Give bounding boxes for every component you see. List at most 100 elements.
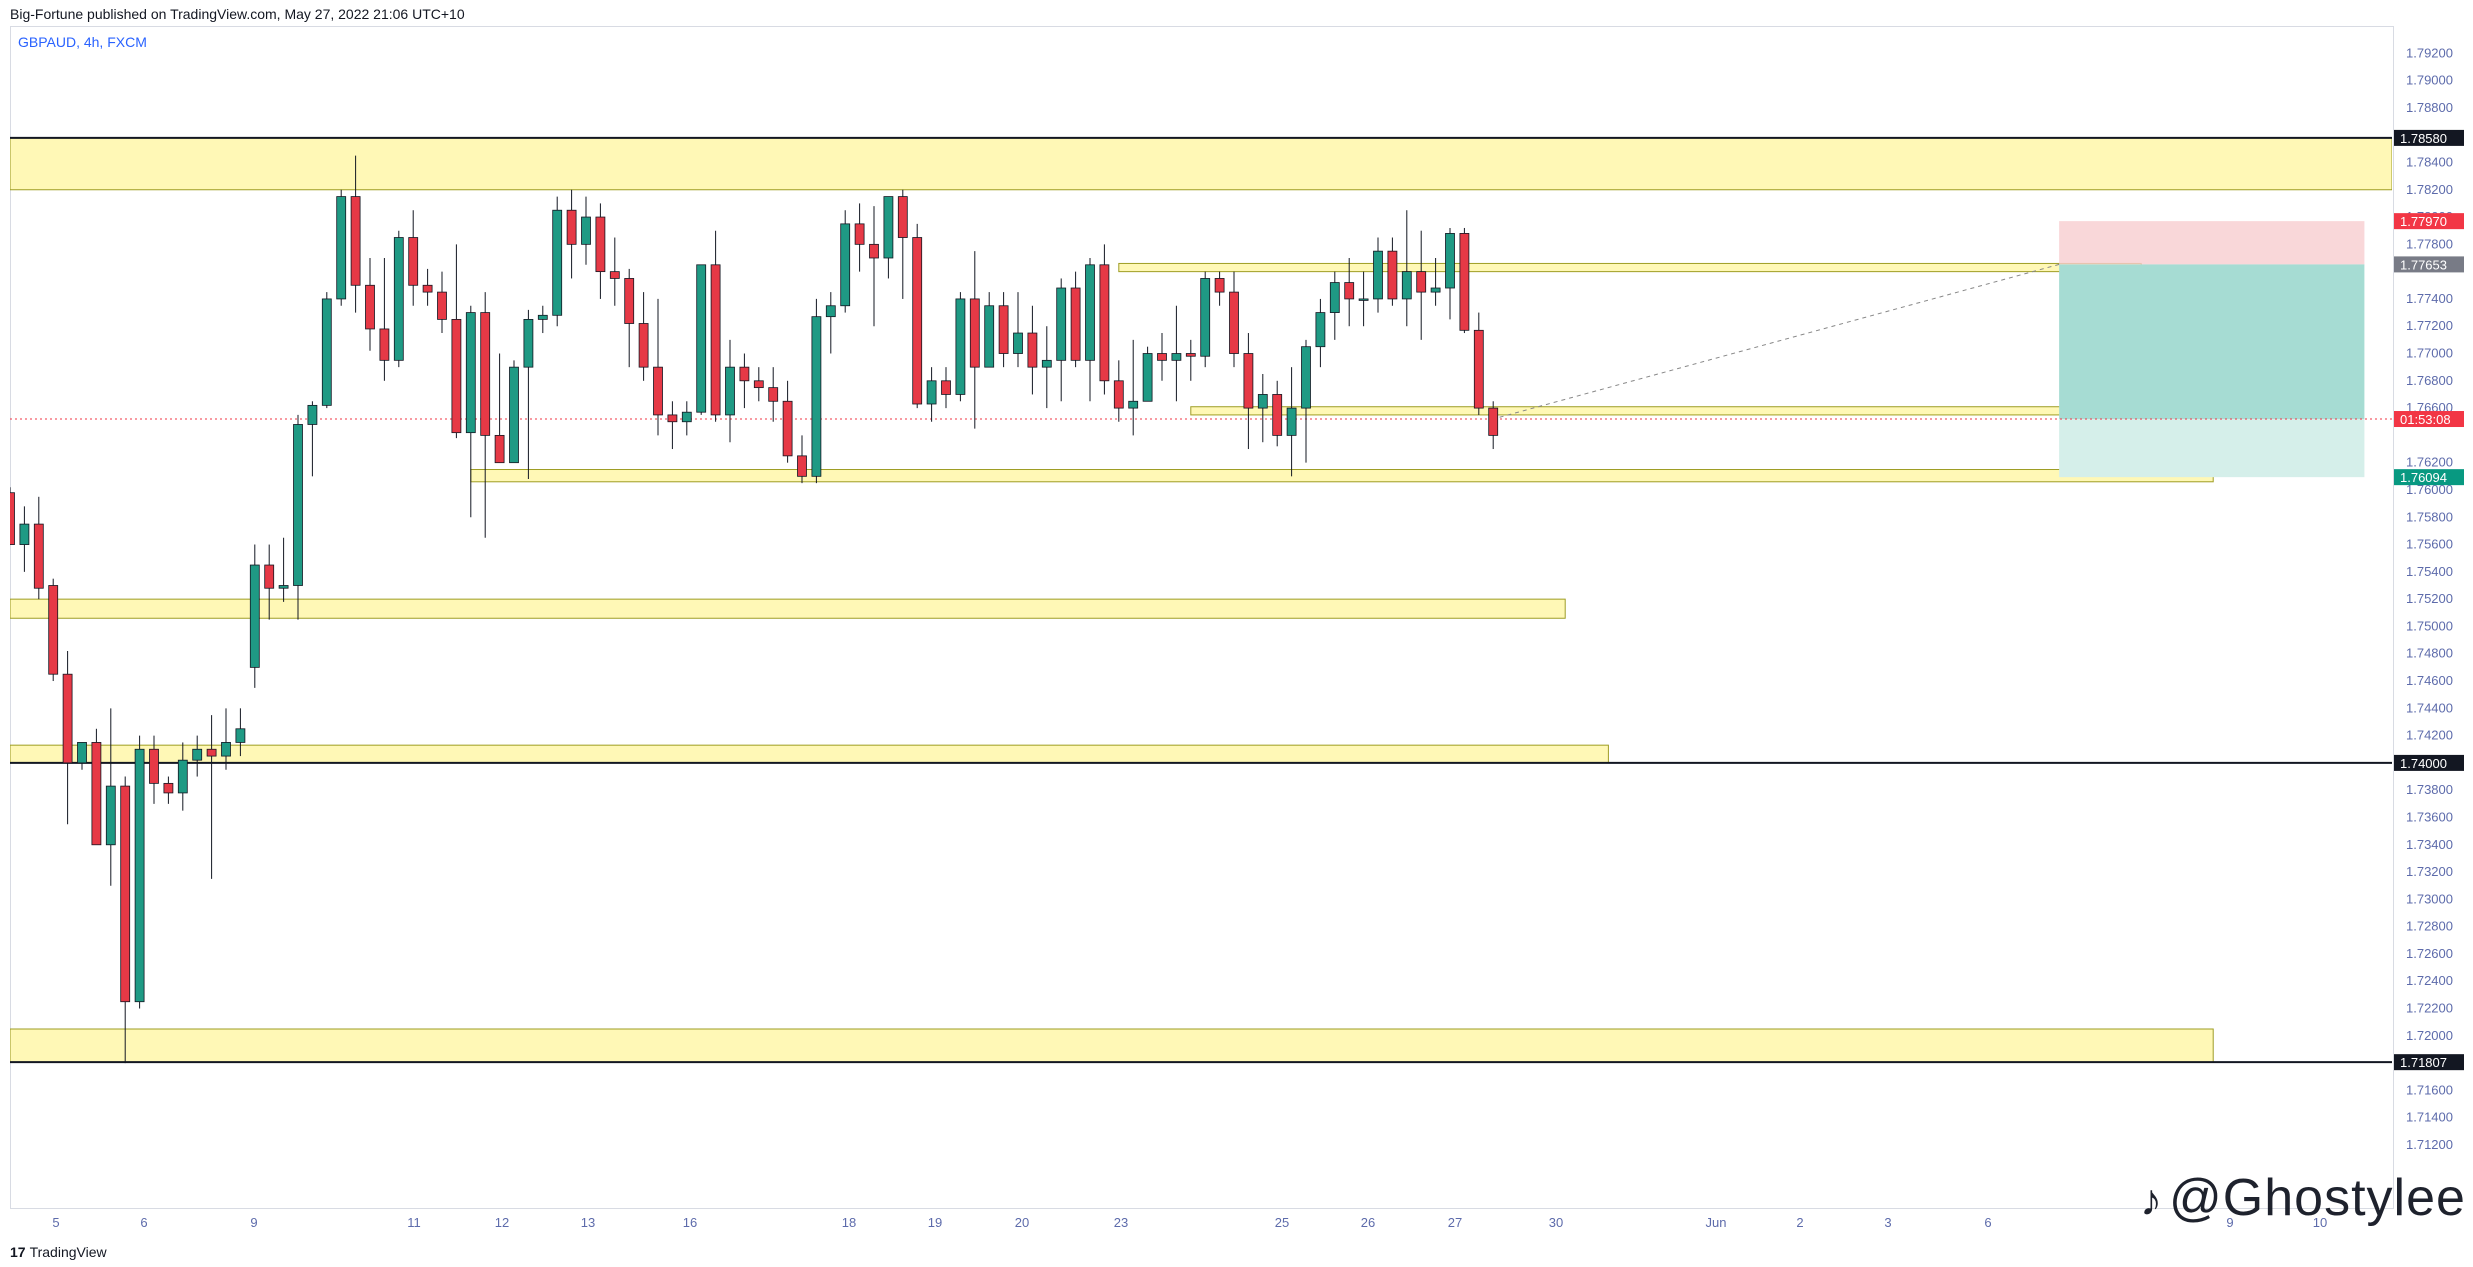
bear-candle	[91, 742, 102, 846]
stop-loss-zone	[2059, 221, 2365, 265]
tiktok-icon: ♪	[2140, 1176, 2163, 1225]
bear-candle	[48, 585, 59, 675]
bear-candle	[1344, 282, 1355, 300]
symbol-legend[interactable]: GBPAUD, 4h, FXCM	[18, 34, 147, 50]
price-label-text: 01:53:08	[2400, 412, 2451, 427]
bear-candle	[609, 271, 620, 279]
y-tick-label: 1.74200	[2406, 728, 2453, 743]
x-tick-label: 23	[1114, 1215, 1128, 1230]
bear-candle	[782, 400, 793, 457]
bull-candle	[696, 264, 707, 413]
bull-candle	[811, 316, 822, 477]
y-tick-label: 1.72600	[2406, 946, 2453, 961]
bull-candle	[465, 312, 476, 434]
bull-candle	[278, 585, 289, 589]
bear-candle	[1214, 278, 1225, 293]
y-tick-label: 1.76000	[2406, 482, 2453, 497]
x-tick-label: 18	[842, 1215, 856, 1230]
y-tick-label: 1.71200	[2406, 1137, 2453, 1152]
tradingview-footer[interactable]: 17 TradingView	[10, 1244, 107, 1260]
bull-candle	[1128, 400, 1139, 409]
y-tick-label: 1.78200	[2406, 182, 2453, 197]
sr-zone	[10, 598, 1566, 619]
bull-candle	[393, 237, 404, 361]
y-tick-label: 1.73800	[2406, 782, 2453, 797]
bull-candle	[192, 748, 203, 761]
price-label-text: 1.71807	[2400, 1055, 2447, 1070]
y-tick-label: 1.73200	[2406, 864, 2453, 879]
bull-candle	[1329, 282, 1340, 313]
bear-candle	[10, 492, 15, 545]
x-tick-label: 9	[250, 1215, 257, 1230]
x-tick-label: 6	[1984, 1215, 1991, 1230]
price-label-text: 1.77970	[2400, 214, 2447, 229]
sr-zone	[1118, 262, 2142, 273]
bear-candle	[854, 223, 865, 245]
bull-candle	[509, 366, 519, 464]
bull-candle	[926, 380, 937, 405]
bull-candle	[293, 424, 303, 586]
y-tick-label: 1.77800	[2406, 236, 2453, 251]
x-tick-label: 26	[1361, 1215, 1375, 1230]
sr-zone	[10, 1028, 2214, 1063]
bull-candle	[1301, 346, 1311, 409]
y-tick-label: 1.75600	[2406, 537, 2453, 552]
bear-candle	[408, 237, 419, 286]
bear-candle	[869, 243, 879, 259]
bull-candle	[1142, 353, 1153, 402]
bear-candle	[969, 298, 980, 368]
price-label-text: 1.77653	[2400, 257, 2447, 272]
y-tick-label: 1.75800	[2406, 509, 2453, 524]
bull-candle	[1401, 271, 1412, 300]
y-tick-label: 1.72000	[2406, 1028, 2453, 1043]
bear-candle	[1243, 353, 1254, 409]
bear-candle	[1099, 264, 1110, 382]
tradingview-logo-icon: 17	[10, 1244, 26, 1260]
bull-candle	[77, 742, 87, 764]
bull-candle	[177, 759, 188, 794]
bear-candle	[797, 455, 807, 477]
bear-candle	[422, 284, 433, 293]
x-tick-label: 19	[928, 1215, 942, 1230]
bear-candle	[1459, 233, 1470, 331]
bear-candle	[1229, 291, 1239, 354]
bear-candle	[33, 523, 44, 589]
bear-candle	[1473, 329, 1484, 409]
bull-candle	[336, 196, 347, 300]
price-label-box	[2394, 754, 2464, 771]
y-tick-label: 1.72800	[2406, 919, 2453, 934]
bear-candle	[941, 380, 951, 395]
y-tick-label: 1.78800	[2406, 100, 2453, 115]
bull-candle	[1041, 359, 1052, 368]
bear-candle	[595, 216, 606, 273]
bear-candle	[149, 748, 159, 784]
publisher-line: Big-Fortune published on TradingView.com…	[10, 6, 465, 22]
bear-candle	[350, 196, 361, 286]
bear-candle	[451, 318, 462, 434]
bull-candle	[249, 564, 260, 668]
sr-zone	[10, 744, 1609, 764]
bear-candle	[1070, 287, 1081, 361]
bull-candle	[984, 305, 995, 368]
bear-candle	[912, 237, 923, 405]
bull-candle	[1056, 287, 1067, 361]
bear-candle	[264, 564, 275, 589]
price-label-box	[2394, 129, 2464, 146]
y-tick-label: 1.75000	[2406, 618, 2453, 633]
sr-zone	[10, 137, 2392, 191]
bear-candle	[667, 414, 678, 423]
bull-candle	[1013, 332, 1023, 354]
y-tick-label: 1.75400	[2406, 564, 2453, 579]
tradingview-brand: TradingView	[29, 1244, 107, 1260]
y-tick-label: 1.71400	[2406, 1110, 2453, 1125]
bull-candle	[1085, 264, 1095, 361]
bull-candle	[19, 523, 30, 545]
bull-candle	[105, 785, 116, 846]
profit-zone-filled	[2059, 264, 2365, 420]
bull-candle	[523, 318, 534, 368]
bull-candle	[134, 748, 145, 1003]
y-tick-label: 1.77400	[2406, 291, 2453, 306]
y-tick-label: 1.79200	[2406, 45, 2453, 60]
bear-candle	[1113, 380, 1124, 409]
